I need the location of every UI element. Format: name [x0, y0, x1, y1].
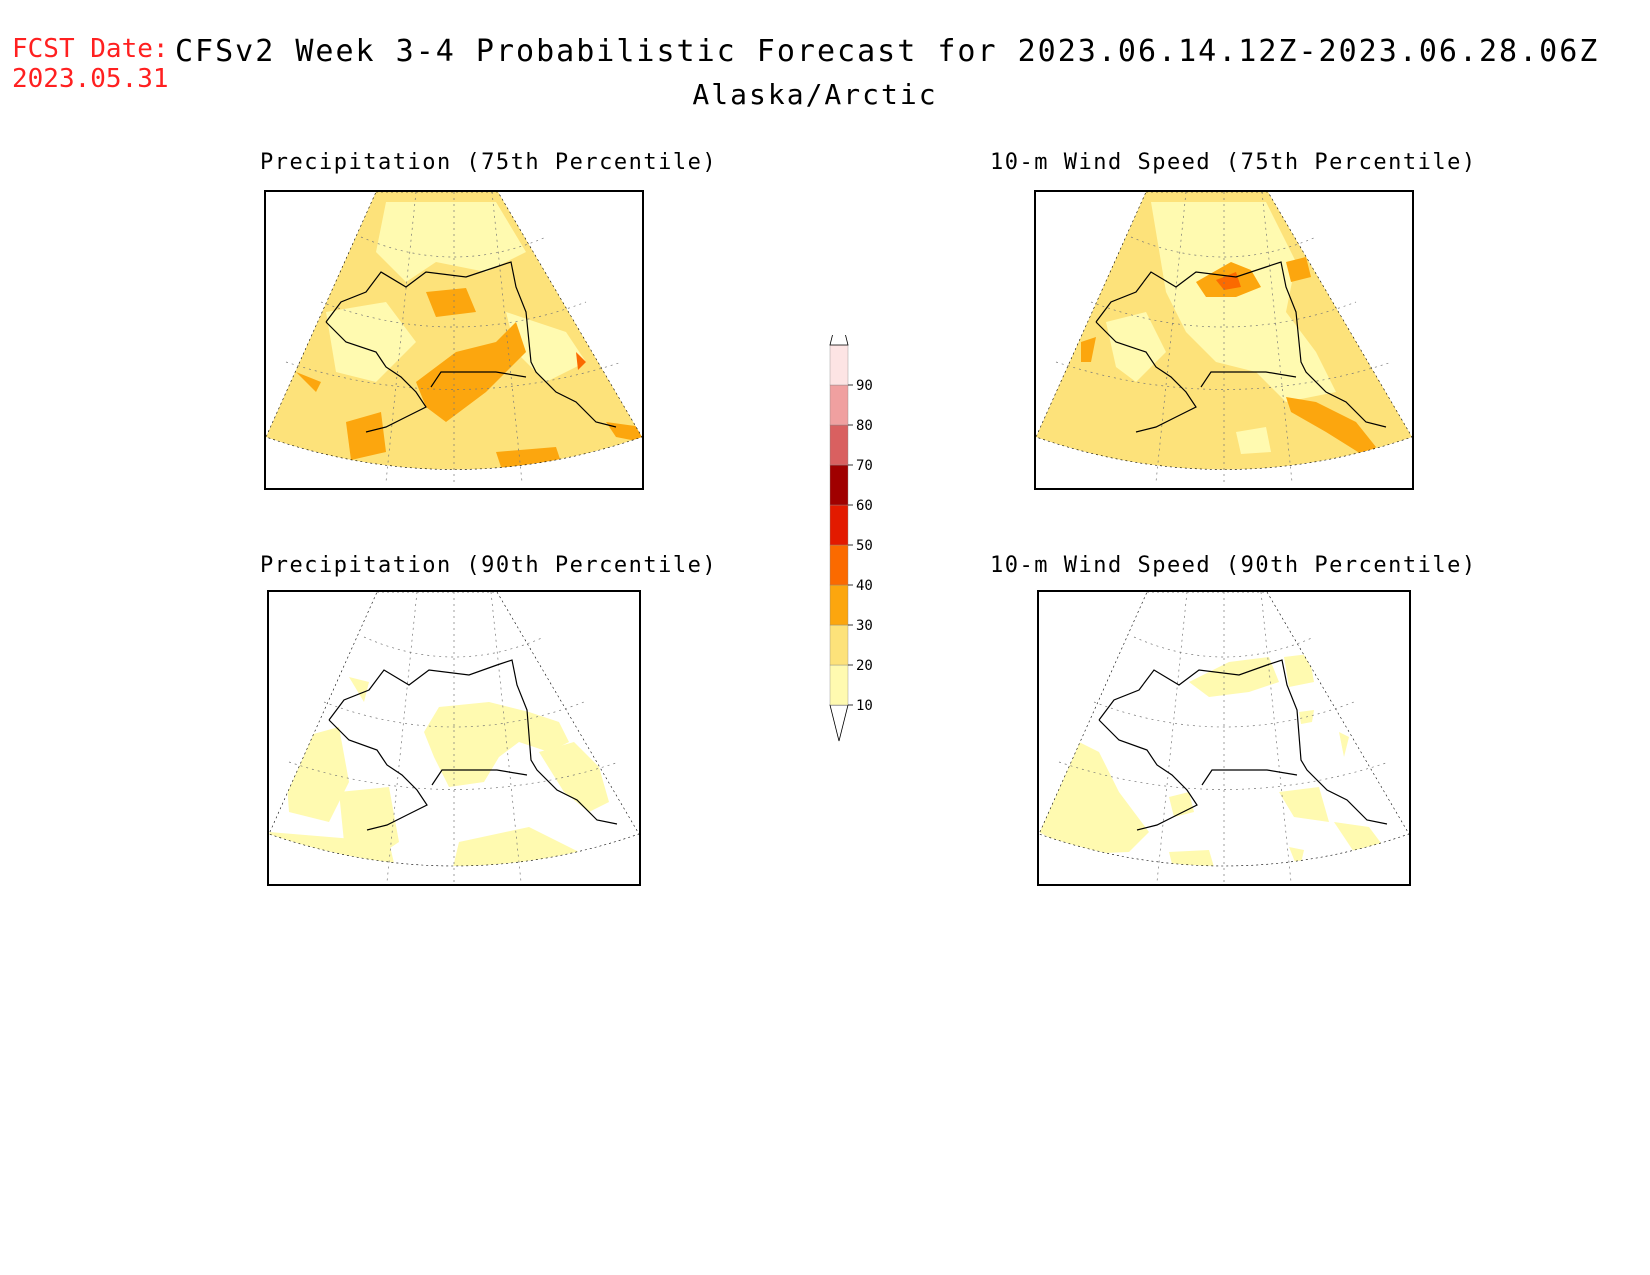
colorbar-label-20: 20	[856, 658, 873, 674]
panel-title-wind-90: 10-m Wind Speed (90th Percentile)	[990, 553, 1477, 578]
colorbar-swatch-20	[829, 624, 849, 666]
colorbar-swatch-80	[829, 384, 849, 426]
colorbar-label-80: 80	[856, 418, 873, 434]
colorbar: 10 20 30 40 50 60 70 80 90	[820, 308, 900, 745]
colorbar-svg: 10 20 30 40 50 60 70 80 90	[829, 308, 873, 742]
colorbar-swatch-10	[829, 664, 849, 706]
colorbar-label-70: 70	[856, 458, 873, 474]
panel-title-wind-75: 10-m Wind Speed (75th Percentile)	[990, 150, 1477, 175]
map-wind-90	[1037, 590, 1411, 886]
colorbar-swatch-30	[829, 584, 849, 626]
colorbar-label-50: 50	[856, 538, 873, 554]
forecast-date-value: 2023.05.31	[12, 64, 169, 94]
colorbar-label-90: 90	[856, 378, 873, 394]
region-title-text: Alaska/Arctic	[692, 78, 938, 111]
colorbar-low-end	[829, 704, 849, 742]
region-title: Alaska/Arctic	[0, 78, 1630, 111]
main-title: CFSv2 Week 3-4 Probabilistic Forecast fo…	[175, 34, 1600, 69]
colorbar-label-10: 10	[856, 698, 873, 714]
colorbar-swatch-50	[829, 504, 849, 546]
map-wind-75	[1034, 190, 1414, 490]
colorbar-swatch-60	[829, 464, 849, 506]
panel-title-precip-90: Precipitation (90th Percentile)	[260, 553, 718, 578]
colorbar-high-end	[829, 308, 849, 346]
colorbar-swatch-40	[829, 544, 849, 586]
colorbar-label-30: 30	[856, 618, 873, 634]
map-precip-90	[267, 590, 641, 886]
forecast-date: FCST Date: 2023.05.31	[12, 34, 169, 94]
colorbar-swatch-70	[829, 424, 849, 466]
colorbar-swatch-90	[829, 344, 849, 386]
colorbar-label-40: 40	[856, 578, 873, 594]
panel-title-precip-75: Precipitation (75th Percentile)	[260, 150, 718, 175]
forecast-date-label: FCST Date:	[12, 34, 169, 64]
map-precip-75	[264, 190, 644, 490]
colorbar-label-60: 60	[856, 498, 873, 514]
